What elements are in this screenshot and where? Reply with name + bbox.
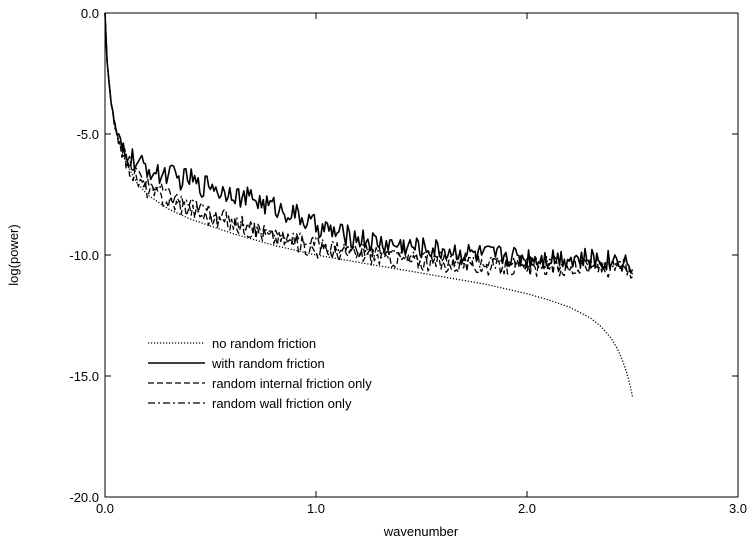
y-tick-label: -15.0 — [69, 369, 99, 384]
legend-label-4: random wall friction only — [212, 396, 352, 411]
series-group — [104, 12, 634, 397]
series-line-1 — [104, 12, 634, 397]
axis-ticks: 0.0 1.0 2.0 3.0 0.0 -5.0 -10.0 -15.0 -20.0 — [69, 6, 747, 516]
y-tick-label: -5.0 — [77, 127, 99, 142]
x-axis-title: wavenumber — [383, 524, 459, 539]
legend-label-3: random internal friction only — [212, 376, 372, 391]
series-line-4 — [104, 12, 634, 275]
y-tick-label: -10.0 — [69, 248, 99, 263]
x-tick-label: 0.0 — [96, 501, 114, 516]
y-tick-label: -20.0 — [69, 490, 99, 505]
x-tick-label: 2.0 — [518, 501, 536, 516]
legend-label-2: with random friction — [211, 356, 325, 371]
legend: no random friction with random friction ra… — [148, 336, 372, 411]
x-tick-label: 1.0 — [307, 501, 325, 516]
series-line-3 — [104, 12, 633, 279]
legend-label-1: no random friction — [212, 336, 316, 351]
y-tick-label: 0.0 — [81, 6, 99, 21]
x-tick-label: 3.0 — [729, 501, 747, 516]
y-axis-title: log(power) — [6, 224, 21, 285]
series-line-2 — [104, 12, 634, 274]
